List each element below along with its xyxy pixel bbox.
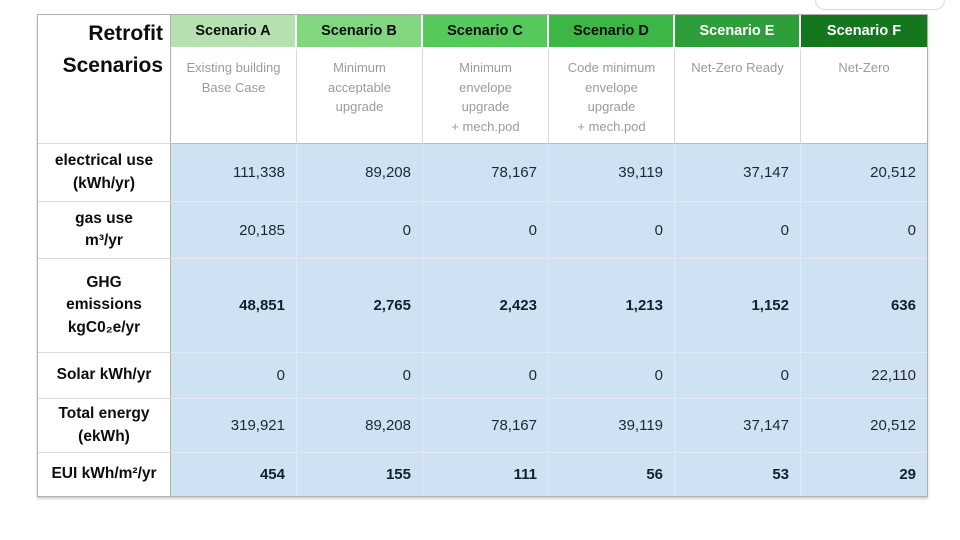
cell-solar-scenario-a: 0 bbox=[171, 353, 297, 399]
cell-ghg-scenario-f: 636 bbox=[801, 259, 927, 353]
cell-total-scenario-c: 78,167 bbox=[423, 399, 549, 453]
retrofit-scenarios-table: Retrofit Scenarios Scenario A Scenario B… bbox=[37, 14, 928, 497]
scenario-f-header: Scenario F bbox=[801, 15, 927, 49]
scenario-d-header: Scenario D bbox=[549, 15, 675, 49]
cell-eui-scenario-b: 155 bbox=[297, 453, 423, 496]
cell-electrical-scenario-b: 89,208 bbox=[297, 144, 423, 202]
cell-eui-scenario-f: 29 bbox=[801, 453, 927, 496]
scenario-b-description: Minimum acceptable upgrade bbox=[297, 49, 423, 144]
cell-total-scenario-a: 319,921 bbox=[171, 399, 297, 453]
cell-total-scenario-b: 89,208 bbox=[297, 399, 423, 453]
cell-ghg-scenario-b: 2,765 bbox=[297, 259, 423, 353]
row-label-gas-use: gas use m³/yr bbox=[38, 202, 171, 259]
cell-gas-scenario-d: 0 bbox=[549, 202, 675, 259]
cell-gas-scenario-c: 0 bbox=[423, 202, 549, 259]
cell-ghg-scenario-d: 1,213 bbox=[549, 259, 675, 353]
scenario-f-description: Net-Zero bbox=[801, 49, 927, 144]
cell-solar-scenario-c: 0 bbox=[423, 353, 549, 399]
row-label-electrical-use: electrical use (kWh/yr) bbox=[38, 144, 171, 202]
cell-eui-scenario-e: 53 bbox=[675, 453, 801, 496]
cell-electrical-scenario-d: 39,119 bbox=[549, 144, 675, 202]
cell-ghg-scenario-a: 48,851 bbox=[171, 259, 297, 353]
cell-gas-scenario-b: 0 bbox=[297, 202, 423, 259]
cell-electrical-scenario-e: 37,147 bbox=[675, 144, 801, 202]
cell-total-scenario-d: 39,119 bbox=[549, 399, 675, 453]
cell-electrical-scenario-a: 111,338 bbox=[171, 144, 297, 202]
scenario-b-header: Scenario B bbox=[297, 15, 423, 49]
cell-ghg-scenario-c: 2,423 bbox=[423, 259, 549, 353]
cell-total-scenario-f: 20,512 bbox=[801, 399, 927, 453]
cell-electrical-scenario-c: 78,167 bbox=[423, 144, 549, 202]
cutoff-panel[interactable] bbox=[815, 0, 945, 10]
cell-eui-scenario-d: 56 bbox=[549, 453, 675, 496]
scenario-e-header: Scenario E bbox=[675, 15, 801, 49]
cell-gas-scenario-a: 20,185 bbox=[171, 202, 297, 259]
scenario-c-description: Minimum envelope upgrade + mech.pod bbox=[423, 49, 549, 144]
cell-gas-scenario-f: 0 bbox=[801, 202, 927, 259]
cell-electrical-scenario-f: 20,512 bbox=[801, 144, 927, 202]
scenario-e-description: Net-Zero Ready bbox=[675, 49, 801, 144]
cell-solar-scenario-f: 22,110 bbox=[801, 353, 927, 399]
cell-eui-scenario-c: 111 bbox=[423, 453, 549, 496]
table-title: Retrofit Scenarios bbox=[38, 15, 171, 144]
cell-eui-scenario-a: 454 bbox=[171, 453, 297, 496]
cell-solar-scenario-b: 0 bbox=[297, 353, 423, 399]
row-label-eui: EUI kWh/m²/yr bbox=[38, 453, 171, 496]
row-label-solar: Solar kWh/yr bbox=[38, 353, 171, 399]
cell-solar-scenario-d: 0 bbox=[549, 353, 675, 399]
cell-gas-scenario-e: 0 bbox=[675, 202, 801, 259]
scenario-d-description: Code minimum envelope upgrade + mech.pod bbox=[549, 49, 675, 144]
scenario-c-header: Scenario C bbox=[423, 15, 549, 49]
scenario-a-description: Existing building Base Case bbox=[171, 49, 297, 144]
row-label-ghg-emissions: GHG emissions kgC0₂e/yr bbox=[38, 259, 171, 353]
cell-total-scenario-e: 37,147 bbox=[675, 399, 801, 453]
scenario-a-header: Scenario A bbox=[171, 15, 297, 49]
cell-ghg-scenario-e: 1,152 bbox=[675, 259, 801, 353]
cell-solar-scenario-e: 0 bbox=[675, 353, 801, 399]
row-label-total-energy: Total energy (ekWh) bbox=[38, 399, 171, 453]
